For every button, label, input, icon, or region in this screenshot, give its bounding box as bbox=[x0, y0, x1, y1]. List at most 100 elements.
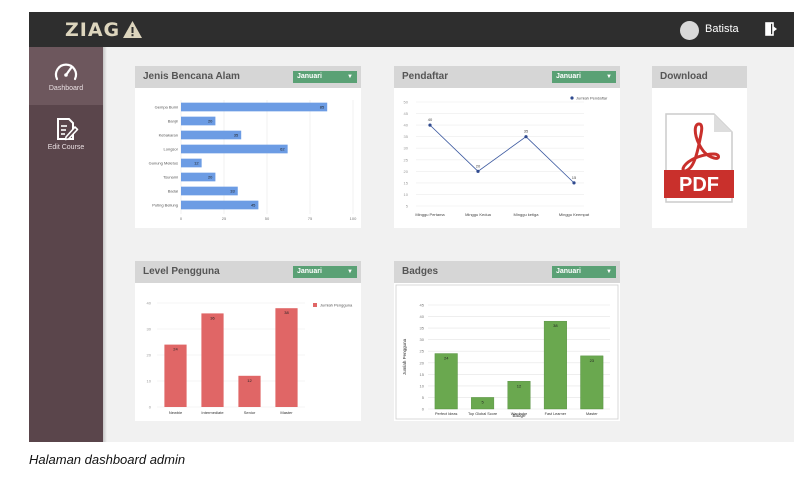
avatar[interactable] bbox=[680, 21, 699, 40]
tick-label: 40 bbox=[404, 123, 409, 128]
tick-label: 20 bbox=[404, 169, 409, 174]
card-level-pengguna: Level Pengguna Januari ▼ 0 10 20 30 40 24 Newb… bbox=[135, 261, 361, 421]
category-label: Puting Beliung bbox=[152, 203, 178, 208]
chevron-down-icon: ▼ bbox=[606, 74, 612, 80]
sidebar-shadow bbox=[103, 47, 107, 442]
month-select[interactable]: Januari ▼ bbox=[552, 266, 616, 278]
card-title: Level Pengguna bbox=[143, 266, 220, 277]
user-name[interactable]: Batista bbox=[705, 23, 739, 35]
chart-level-pengguna: 0 10 20 30 40 24 Newbie 36 Intermediate 12 Senior 3… bbox=[147, 301, 353, 416]
top-bar: ZIAG Batista bbox=[29, 12, 794, 47]
tick-label: 25 bbox=[404, 157, 409, 162]
tick-label: 15 bbox=[404, 180, 409, 185]
chevron-down-icon: ▼ bbox=[347, 269, 353, 275]
bar bbox=[164, 344, 187, 407]
bar bbox=[181, 200, 259, 210]
bar bbox=[201, 313, 224, 407]
tick-label: 30 bbox=[420, 337, 425, 342]
chart-jenis-bencana-alam: 0 25 50 75 100 Gempa Bumi 85 Banjir 20 Kebakaran 3… bbox=[149, 100, 357, 221]
month-select-value: Januari bbox=[556, 268, 581, 275]
category-label: Perfect Ideas bbox=[435, 412, 457, 416]
category-label: Minggu ketiga bbox=[514, 212, 540, 217]
tick-label: 50 bbox=[265, 216, 270, 221]
month-select[interactable]: Januari ▼ bbox=[293, 266, 357, 278]
category-label: Minggu Keempat bbox=[559, 212, 590, 217]
category-label: Fast Learner bbox=[545, 412, 567, 416]
bar bbox=[238, 375, 261, 407]
bar bbox=[543, 320, 567, 410]
tick-label: 35 bbox=[420, 326, 425, 331]
tick-label: 30 bbox=[404, 146, 409, 151]
tick-label: 45 bbox=[420, 303, 425, 308]
month-select[interactable]: Januari ▼ bbox=[552, 71, 616, 83]
data-point bbox=[476, 169, 480, 173]
sidebar-item-edit-course[interactable]: Edit Course bbox=[29, 110, 103, 170]
chevron-down-icon: ▼ bbox=[347, 74, 353, 80]
category-label: Longsor bbox=[164, 147, 179, 152]
category-label: Tsunami bbox=[163, 175, 178, 180]
data-point bbox=[428, 123, 432, 127]
tick-label: 0 bbox=[422, 407, 425, 412]
bar bbox=[181, 130, 242, 140]
data-label: 40 bbox=[428, 117, 433, 122]
tick-label: 10 bbox=[404, 192, 409, 197]
data-label: 12 bbox=[194, 161, 199, 166]
y-axis-label: Jumlah Pengguna bbox=[402, 338, 407, 375]
data-point bbox=[572, 181, 576, 185]
speedometer-icon bbox=[54, 63, 78, 81]
data-label: 20 bbox=[476, 163, 481, 168]
data-label: 15 bbox=[572, 175, 577, 180]
card-download: Download PDF bbox=[652, 66, 747, 228]
sidebar-item-label: Dashboard bbox=[48, 85, 84, 92]
tick-label: 20 bbox=[147, 353, 152, 358]
tick-label: 45 bbox=[404, 111, 409, 116]
tick-label: 5 bbox=[406, 204, 409, 209]
card-title: Jenis Bencana Alam bbox=[143, 71, 240, 82]
pdf-download-icon[interactable]: PDF bbox=[664, 112, 734, 204]
category-label: Master bbox=[280, 410, 293, 415]
caption: Halaman dashboard admin bbox=[29, 452, 186, 467]
card-header: Download bbox=[652, 66, 747, 88]
tick-label: 40 bbox=[147, 301, 152, 306]
data-label: 62 bbox=[280, 147, 285, 152]
card-badges: Badges Januari ▼ 0 5 10 15 20 25 30 35 40 45 24 Per… bbox=[394, 261, 620, 421]
bar bbox=[275, 308, 298, 407]
category-label: Gempa Bumi bbox=[155, 105, 178, 110]
logo-triangle-icon bbox=[123, 21, 142, 38]
category-label: Badai bbox=[168, 189, 178, 194]
chart-pendaftar: 5 10 15 20 25 30 35 40 45 50 40 20 35 15 Minggu Pertam… bbox=[404, 96, 608, 218]
sidebar-item-label: Edit Course bbox=[47, 144, 85, 151]
card-title: Pendaftar bbox=[402, 71, 449, 82]
sidebar-item-dashboard[interactable]: Dashboard bbox=[29, 47, 103, 105]
tick-label: 30 bbox=[147, 327, 152, 332]
card-header: Level Pengguna Januari ▼ bbox=[135, 261, 361, 283]
legend-marker bbox=[313, 303, 317, 307]
edit-document-icon bbox=[57, 118, 79, 141]
card-header: Badges Januari ▼ bbox=[394, 261, 620, 283]
logo[interactable]: ZIAG bbox=[65, 19, 121, 41]
bar bbox=[580, 355, 604, 410]
bar bbox=[507, 381, 531, 410]
bar bbox=[471, 397, 495, 410]
category-label: Master bbox=[586, 412, 598, 416]
bar bbox=[181, 116, 216, 126]
category-label: Senior bbox=[244, 410, 256, 415]
category-label: Wardrobe bbox=[511, 412, 528, 416]
data-label: 24 bbox=[173, 347, 178, 352]
tick-label: 0 bbox=[149, 405, 152, 410]
category-label: Minggu Kedua bbox=[465, 212, 492, 217]
category-label: Newbie bbox=[169, 410, 183, 415]
logout-icon[interactable] bbox=[763, 21, 779, 37]
card-header: Jenis Bencana Alam Januari ▼ bbox=[135, 66, 361, 88]
category-label: Minggu Pertama bbox=[415, 212, 445, 217]
tick-label: 50 bbox=[404, 100, 409, 105]
tick-label: 40 bbox=[420, 314, 425, 319]
tick-label: 75 bbox=[308, 216, 313, 221]
bar bbox=[181, 186, 238, 196]
category-label: Banjir bbox=[168, 119, 179, 124]
sidebar bbox=[29, 47, 103, 442]
bar bbox=[181, 102, 328, 112]
month-select[interactable]: Januari ▼ bbox=[293, 71, 357, 83]
x-axis-label: Badge bbox=[512, 413, 526, 418]
legend-label: Jumlah Pendaftar bbox=[576, 96, 608, 101]
